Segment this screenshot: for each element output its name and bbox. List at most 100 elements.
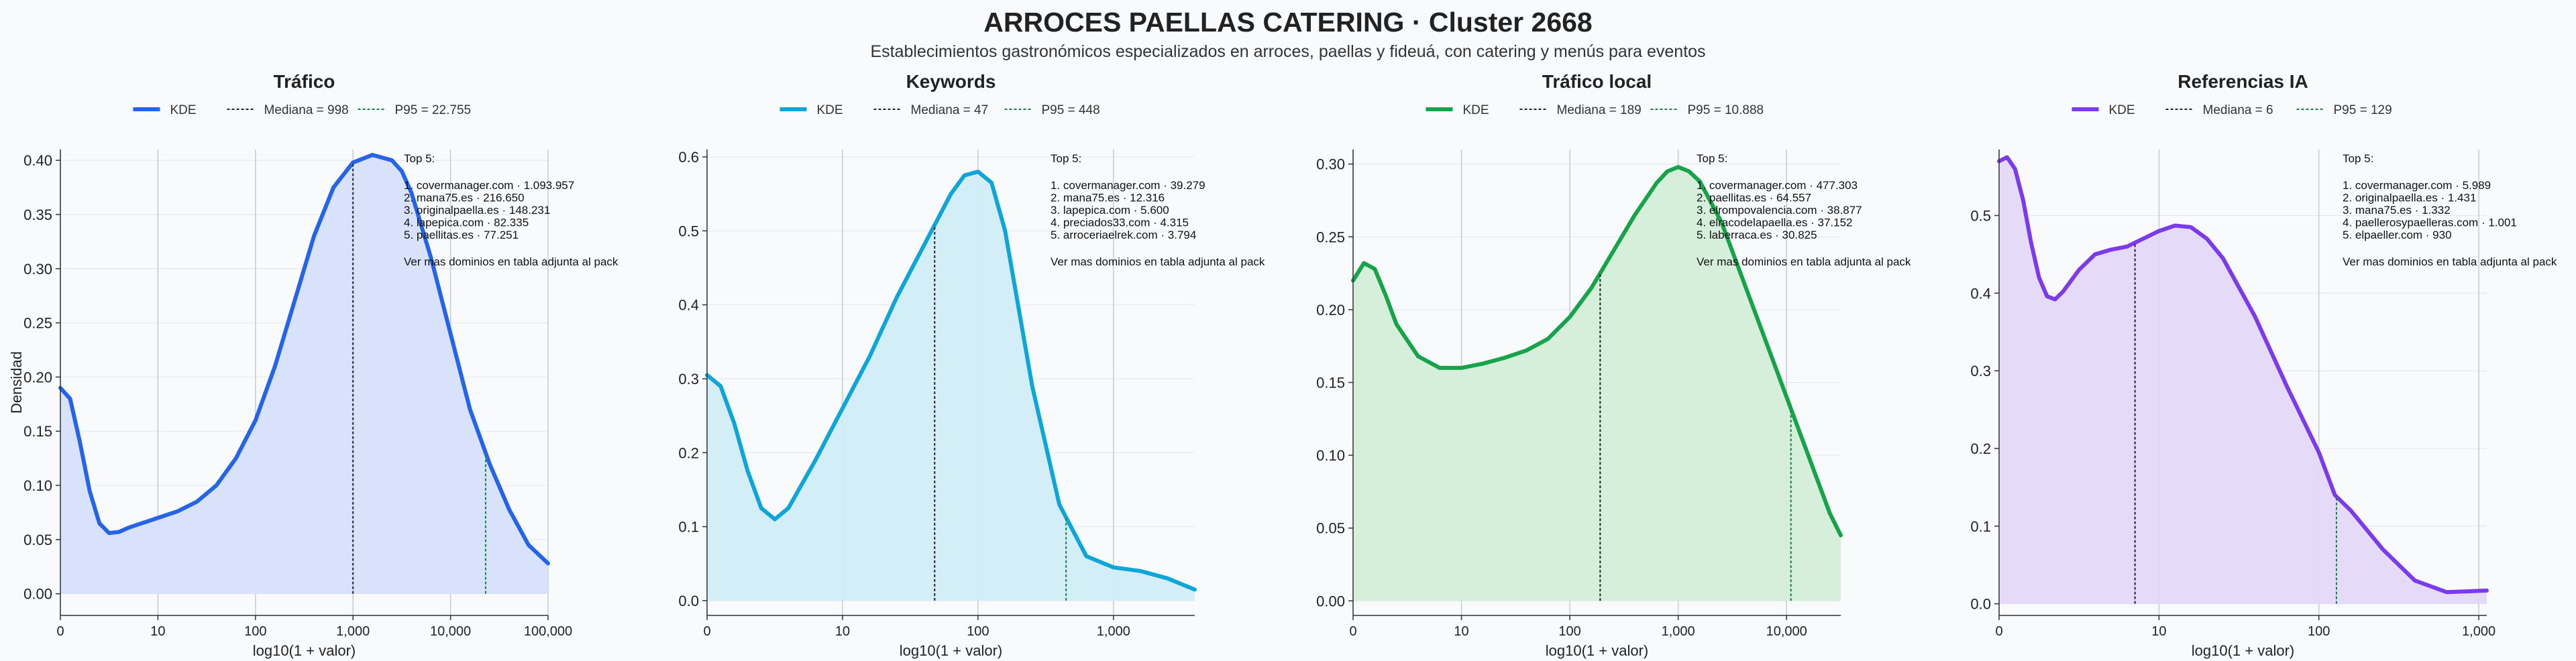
y-tick-label: 0.15 xyxy=(1316,375,1345,392)
x-tick-label: 10,000 xyxy=(1766,624,1807,639)
kde-area xyxy=(60,155,548,594)
legend-kde-label: KDE xyxy=(817,103,843,117)
legend-p95-label: P95 = 448 xyxy=(1042,103,1100,117)
top5-item: 4. preciados33.com · 4.315 xyxy=(1051,217,1189,229)
x-tick-label: 1,000 xyxy=(2462,624,2496,639)
kde-line xyxy=(1351,165,1843,538)
x-tick-label: 0 xyxy=(703,624,710,639)
y-tick-label: 0.3 xyxy=(1970,363,1991,379)
kde-area xyxy=(1999,157,2487,604)
top5-item: 3. lapepica.com · 5.600 xyxy=(1051,204,1169,217)
y-tick-label: 0.05 xyxy=(23,532,52,548)
y-tick-label: 0.6 xyxy=(678,149,699,166)
top5-item: 4. paellerosypaelleras.com · 1.001 xyxy=(2343,217,2517,229)
y-tick-label: 0.20 xyxy=(1316,302,1345,318)
kde-area xyxy=(707,172,1195,601)
x-tick-label: 0 xyxy=(1349,624,1356,639)
x-tick-label: 10 xyxy=(150,624,165,639)
top5-item: 4. lapepica.com · 82.335 xyxy=(404,217,529,229)
panel-title: Keywords xyxy=(906,71,996,92)
y-tick-label: 0.4 xyxy=(1970,285,1991,302)
y-tick-label: 0.25 xyxy=(23,315,52,332)
x-tick-label: 10,000 xyxy=(430,624,471,639)
top5-item: 1. covermanager.com · 1.093.957 xyxy=(404,179,574,192)
x-tick-label: 10 xyxy=(2151,624,2166,639)
top5-item: 5. elpaeller.com · 930 xyxy=(2343,229,2452,241)
top5-item: 4. elracodelapaella.es · 37.152 xyxy=(1697,217,1853,229)
kde-area xyxy=(1353,167,1841,601)
legend-p95-label: P95 = 10.888 xyxy=(1688,103,1764,117)
kde-line xyxy=(1997,155,2489,595)
y-tick-label: 0.10 xyxy=(23,477,52,494)
top5-footer: Ver mas dominios en tabla adjunta al pac… xyxy=(1697,255,1911,268)
kde-line xyxy=(705,170,1197,592)
y-tick-label: 0.25 xyxy=(1316,229,1345,245)
top5-heading: Top 5: xyxy=(2343,152,2373,165)
top5-item: 1. covermanager.com · 39.279 xyxy=(1051,179,1205,192)
panel-title: Referencias IA xyxy=(2178,71,2308,92)
figure-subtitle: Establecimientos gastronómicos especiali… xyxy=(870,42,1706,61)
y-tick-label: 0.3 xyxy=(678,371,699,387)
y-tick-label: 0.00 xyxy=(1316,593,1345,609)
x-axis-label: log10(1 + valor) xyxy=(2192,642,2294,659)
top5-item: 3. mana75.es · 1.332 xyxy=(2343,204,2451,217)
legend-kde-label: KDE xyxy=(170,103,197,117)
y-tick-label: 0.4 xyxy=(678,297,699,314)
top5-item: 2. originalpaella.es · 1.431 xyxy=(2343,192,2476,204)
x-tick-label: 0 xyxy=(1995,624,2002,639)
x-tick-label: 10 xyxy=(1454,624,1468,639)
x-tick-label: 1,000 xyxy=(336,624,370,639)
figure-title: ARROCES PAELLAS CATERING · Cluster 2668 xyxy=(983,7,1593,38)
top5-heading: Top 5: xyxy=(1051,152,1081,165)
legend-kde-label: KDE xyxy=(1463,103,1489,117)
x-tick-label: 1,000 xyxy=(1097,624,1130,639)
top5-item: 1. covermanager.com · 5.989 xyxy=(2343,179,2491,192)
top5-item: 2. mana75.es · 216.650 xyxy=(404,192,525,204)
y-tick-label: 0.00 xyxy=(23,586,52,603)
x-tick-label: 1,000 xyxy=(1662,624,1695,639)
top5-heading: Top 5: xyxy=(1697,152,1727,165)
top5-item: 5. paellitas.es · 77.251 xyxy=(404,229,519,241)
x-axis-label: log10(1 + valor) xyxy=(1546,642,1648,659)
panel-title: Tráfico local xyxy=(1542,71,1652,92)
top5-item: 2. mana75.es · 12.316 xyxy=(1051,192,1165,204)
top5-item: 5. arroceriaelrek.com · 3.794 xyxy=(1051,229,1196,241)
top5-footer: Ver mas dominios en tabla adjunta al pac… xyxy=(2343,255,2557,268)
x-tick-label: 10 xyxy=(835,624,850,639)
panel-1: Keywords KDE Mediana = 47 P95 = 448 0.0 0.1 0.… xyxy=(678,71,1265,659)
top5-heading: Top 5: xyxy=(404,152,435,165)
top5-item: 5. laberraca.es · 30.825 xyxy=(1697,229,1817,241)
legend-median-label: Mediana = 6 xyxy=(2203,103,2273,117)
y-tick-label: 0.20 xyxy=(23,369,52,385)
y-tick-label: 0.2 xyxy=(678,444,699,461)
legend-median-label: Mediana = 189 xyxy=(1557,103,1642,117)
y-tick-label: 0.10 xyxy=(1316,447,1345,464)
x-tick-label: 100,000 xyxy=(524,624,572,639)
legend-p95-label: P95 = 129 xyxy=(2334,103,2392,117)
top5-item: 3. originalpaella.es · 148.231 xyxy=(404,204,550,217)
x-tick-label: 100 xyxy=(967,624,989,639)
y-tick-label: 0.0 xyxy=(1970,596,1991,613)
x-axis-label: log10(1 + valor) xyxy=(253,642,356,659)
y-tick-label: 0.5 xyxy=(678,223,699,239)
top5-footer: Ver mas dominios en tabla adjunta al pac… xyxy=(404,255,619,268)
figure-header: ARROCES PAELLAS CATERING · Cluster 2668 … xyxy=(0,0,2576,62)
top5-footer: Ver mas dominios en tabla adjunta al pac… xyxy=(1051,255,1265,268)
panel-3: Referencias IA KDE Mediana = 6 P95 = 129 0.0… xyxy=(1970,71,2557,659)
y-tick-label: 0.30 xyxy=(1316,156,1345,173)
y-tick-label: 0.1 xyxy=(678,519,699,536)
legend-kde-label: KDE xyxy=(2109,103,2135,117)
y-tick-label: 0.05 xyxy=(1316,520,1345,537)
panel-0: Tráfico KDE Mediana = 998 P95 = 22.755 0.00 0… xyxy=(8,71,619,659)
y-axis-label: Densidad xyxy=(8,351,25,414)
y-tick-label: 0.35 xyxy=(23,206,52,223)
y-tick-label: 0.5 xyxy=(1970,207,1991,224)
x-tick-label: 0 xyxy=(56,624,64,639)
top5-item: 3. elrompovalencia.com · 38.877 xyxy=(1697,204,1862,217)
x-axis-label: log10(1 + valor) xyxy=(900,642,1002,659)
y-tick-label: 0.15 xyxy=(23,423,52,440)
panel-title: Tráfico xyxy=(274,71,335,92)
legend-median-label: Mediana = 47 xyxy=(911,103,989,117)
